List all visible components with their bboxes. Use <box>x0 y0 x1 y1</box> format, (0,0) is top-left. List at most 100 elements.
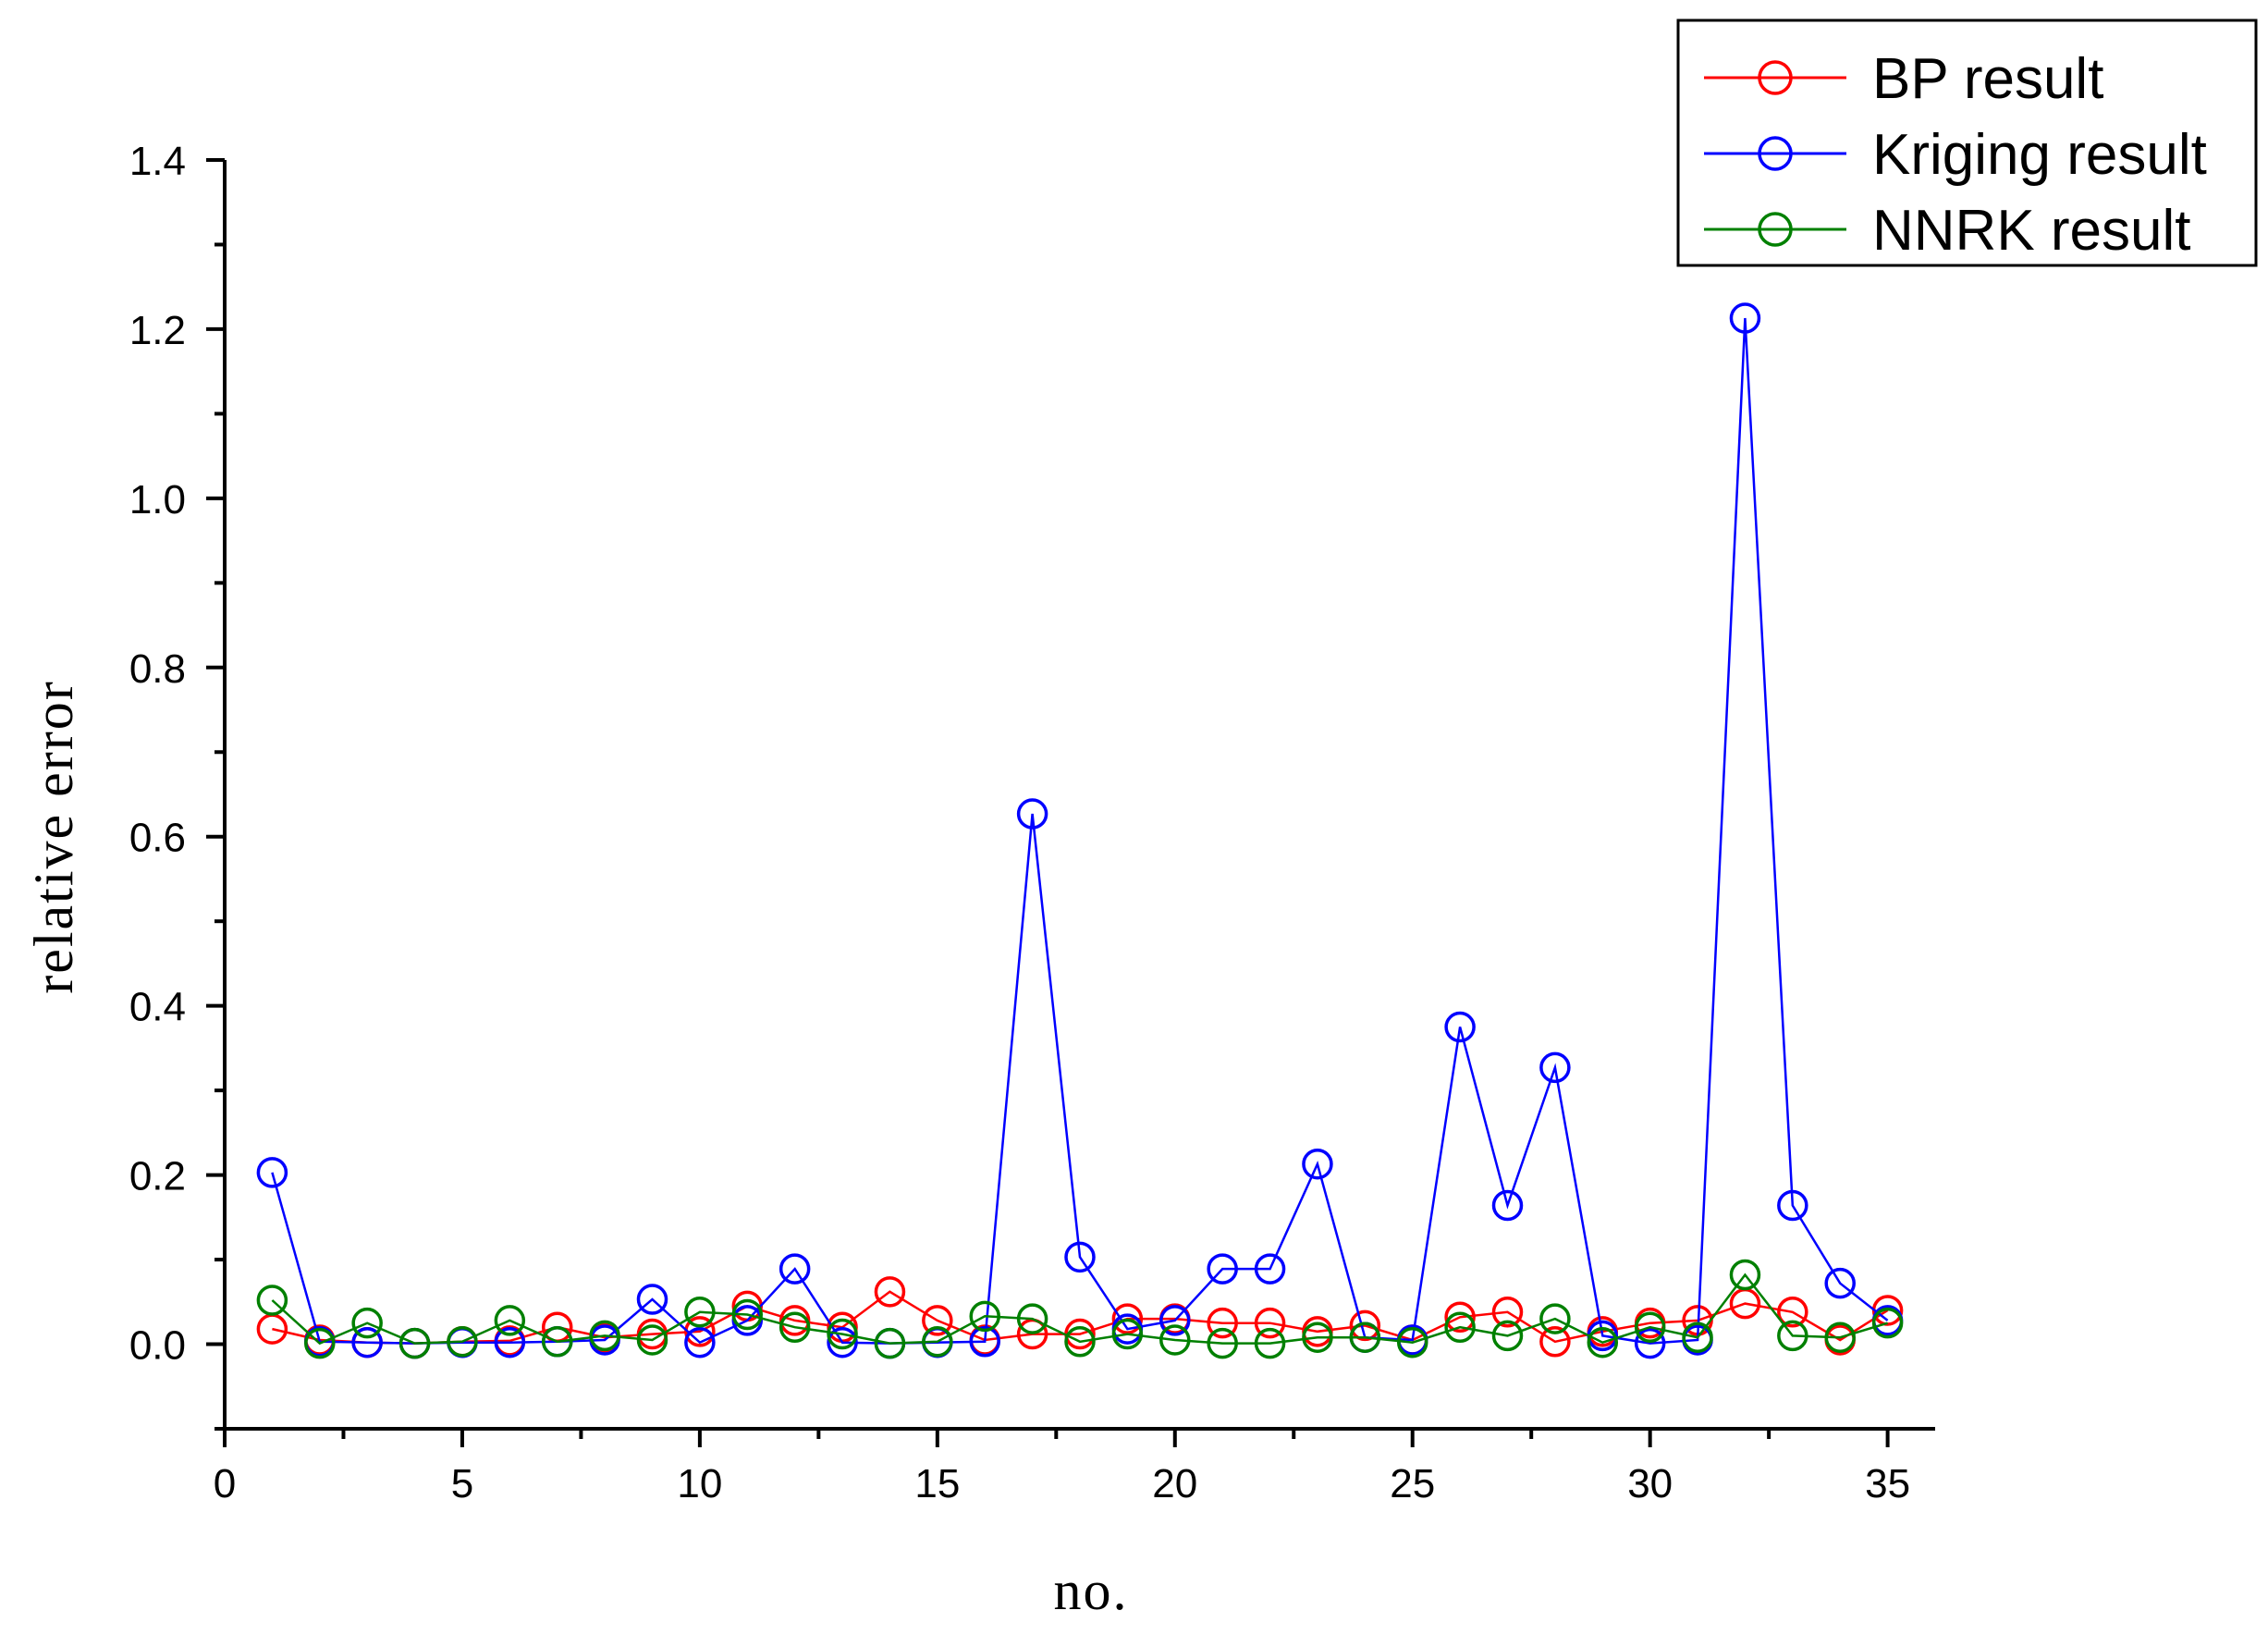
nnrk-result-point <box>1539 1303 1571 1334</box>
y-tick-label: 0.2 <box>129 1154 186 1199</box>
nnrk-result-point <box>969 1300 1000 1333</box>
legend-bp-result-label: BP result <box>1872 47 2103 111</box>
nnrk-result-point <box>684 1297 716 1328</box>
bp-result-point <box>256 1313 288 1345</box>
y-tick-label: 0.0 <box>129 1323 186 1369</box>
nnrk-result-point <box>1159 1324 1191 1356</box>
bp-result-point <box>1254 1307 1286 1339</box>
nnrk-result-point <box>447 1326 478 1358</box>
nnrk-result-point <box>778 1311 811 1343</box>
nnrk-result-line <box>271 1272 1888 1346</box>
kriging-result-point <box>684 1326 716 1358</box>
nnrk-result-point <box>1444 1311 1476 1343</box>
bp-result-point <box>1349 1309 1381 1342</box>
bp-result-point <box>874 1276 906 1308</box>
kriging-result-point <box>1491 1189 1524 1222</box>
legend-nnrk-result-label: NNRK result <box>1872 199 2191 263</box>
nnrk-result-point <box>351 1307 383 1339</box>
nnrk-result-point <box>1207 1327 1238 1359</box>
kriging-result-point <box>1824 1267 1856 1299</box>
bp-result-point <box>1444 1301 1476 1334</box>
nnrk-result-point <box>398 1327 431 1359</box>
nnrk-result-point <box>1064 1326 1096 1358</box>
kriging-result-point <box>827 1326 858 1358</box>
legend-bp-result-marker <box>1758 60 1793 95</box>
legend-kriging-result-marker <box>1758 136 1793 171</box>
nnrk-result-point <box>1777 1320 1808 1352</box>
kriging-result-point <box>1634 1327 1666 1359</box>
x-tick-label: 15 <box>914 1461 960 1506</box>
kriging-result-point <box>778 1253 811 1285</box>
bp-result-point <box>1491 1297 1524 1328</box>
nnrk-result-point <box>1729 1259 1761 1291</box>
y-tick-label: 0.4 <box>129 985 186 1030</box>
nnrk-result-point <box>1349 1322 1381 1353</box>
x-tick-label: 0 <box>214 1461 236 1506</box>
nnrk-result-point <box>1587 1326 1619 1358</box>
axis-titles: no. relative error <box>23 680 1129 1621</box>
bp-result-point <box>1207 1307 1238 1339</box>
nnrk-result-point <box>541 1326 573 1358</box>
x-tick-label: 25 <box>1390 1461 1435 1506</box>
y-tick-label: 1.4 <box>129 139 186 184</box>
kriging-result-point <box>1729 302 1761 334</box>
nnrk-result-point <box>494 1305 526 1336</box>
bp-result-point <box>1777 1297 1808 1328</box>
x-tick-label: 20 <box>1152 1461 1197 1506</box>
nnrk-result-point <box>636 1324 668 1356</box>
kriging-result-point <box>1207 1253 1238 1285</box>
kriging-result-point <box>1159 1305 1191 1336</box>
x-tick-label: 35 <box>1865 1461 1910 1506</box>
legend-nnrk-result-marker <box>1758 212 1793 247</box>
nnrk-result-point <box>304 1327 336 1359</box>
kriging-result-point <box>1777 1189 1808 1222</box>
bp-result-point <box>1539 1326 1571 1358</box>
kriging-result-point <box>1254 1253 1286 1285</box>
kriging-result-point <box>494 1326 526 1358</box>
nnrk-result-point <box>1396 1326 1428 1358</box>
nnrk-result-point <box>827 1318 858 1350</box>
y-tick-label: 1.0 <box>129 477 186 522</box>
axes: 0 5 10 15 20 25 30 35 0.0 0.2 0.4 0.6 0.8 1.0 1.2 1.4 <box>129 139 1935 1506</box>
y-tick-label: 1.2 <box>129 308 186 353</box>
y-tick-label: 0.8 <box>129 646 186 692</box>
x-tick-label: 5 <box>451 1461 473 1506</box>
nnrk-result-point <box>1254 1327 1286 1359</box>
bp-result-line <box>272 1290 1889 1345</box>
y-tick-label: 0.6 <box>129 816 186 861</box>
x-tick-label: 30 <box>1627 1461 1673 1506</box>
nnrk-result-point <box>1634 1311 1666 1343</box>
nnrk-result-point <box>1111 1318 1144 1350</box>
kriging-result-point <box>256 1157 288 1188</box>
kriging-result-point <box>1539 1051 1571 1084</box>
legend-entries: BP result Kriging result NNRK result <box>1704 47 2207 263</box>
x-tick-label: 10 <box>677 1461 722 1506</box>
kriging-result-point <box>1064 1241 1096 1273</box>
nnrk-result-point <box>589 1320 620 1352</box>
x-axis-title: no. <box>1054 1560 1129 1621</box>
nnrk-result-point <box>1871 1307 1904 1339</box>
legend: BP result Kriging result NNRK result <box>1676 18 2258 267</box>
bp-result-point <box>922 1305 953 1336</box>
nnrk-result-point <box>1302 1322 1333 1353</box>
kriging-result-point <box>969 1326 1000 1358</box>
nnrk-result-point <box>1491 1320 1524 1352</box>
legend-kriging-result-label: Kriging result <box>1872 123 2207 187</box>
nnrk-result-point <box>1824 1322 1856 1353</box>
bp-result-point <box>684 1316 716 1347</box>
kriging-result-point <box>1302 1148 1333 1180</box>
nnrk-result-point <box>922 1326 953 1358</box>
kriging-result-point <box>636 1284 668 1315</box>
nnrk-result-point <box>256 1285 288 1316</box>
bp-result-point <box>1111 1303 1144 1334</box>
nnrk-result-point <box>1682 1322 1713 1353</box>
kriging-result-line <box>271 317 1889 1345</box>
kriging-result-point <box>1444 1011 1476 1043</box>
y-axis-title: relative error <box>23 680 84 993</box>
bp-result-point <box>1016 1318 1048 1350</box>
kriging-result-point <box>351 1326 383 1358</box>
nnrk-result-point <box>731 1298 764 1331</box>
kriging-result-point <box>1016 798 1048 830</box>
